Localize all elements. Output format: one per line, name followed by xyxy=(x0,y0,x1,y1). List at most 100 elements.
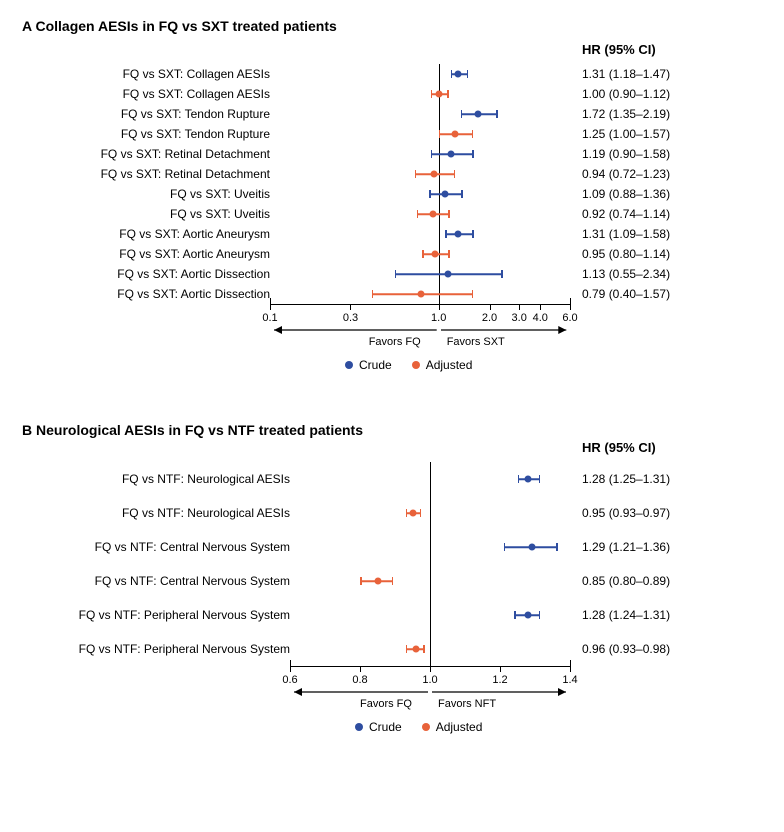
reference-line xyxy=(439,64,440,304)
ci-cap xyxy=(429,190,431,198)
point-estimate xyxy=(442,191,449,198)
adjusted-icon xyxy=(412,361,420,369)
axis-tick xyxy=(500,666,501,672)
legend-item-adjusted: Adjusted xyxy=(412,358,473,372)
ci-cap xyxy=(439,130,441,138)
forest-row-value: 0.85 (0.80–0.89) xyxy=(574,564,670,598)
ci-cap xyxy=(472,130,474,138)
forest-row-label: FQ vs SXT: Aortic Dissection xyxy=(10,264,278,284)
legend-text: Adjusted xyxy=(436,720,483,734)
axis-tick xyxy=(360,666,361,672)
forest-row-value: 0.79 (0.40–1.57) xyxy=(574,284,670,304)
ci-cap xyxy=(423,645,425,653)
ci-cap xyxy=(461,110,463,118)
forest-row-value: 1.19 (0.90–1.58) xyxy=(574,144,670,164)
legend-text: Adjusted xyxy=(426,358,473,372)
forest-row-value: 0.92 (0.74–1.14) xyxy=(574,204,670,224)
panel-a: A Collagen AESIs in FQ vs SXT treated pa… xyxy=(0,0,784,394)
favors-right-arrow xyxy=(435,323,572,337)
forest-row-label: FQ vs SXT: Retinal Detachment xyxy=(10,164,278,184)
forest-row-label: FQ vs SXT: Retinal Detachment xyxy=(10,144,278,164)
ci-cap xyxy=(472,230,474,238)
ci-cap xyxy=(417,210,419,218)
panel-b-title: B Neurological AESIs in FQ vs NTF treate… xyxy=(0,404,784,438)
axis-tick xyxy=(519,304,520,310)
panel-b-forest-plot: HR (95% CI)FQ vs NTF: Neurological AESIs… xyxy=(10,438,770,756)
point-estimate xyxy=(374,578,381,585)
legend-text: Crude xyxy=(369,720,402,734)
forest-row-label: FQ vs SXT: Collagen AESIs xyxy=(10,64,278,84)
ci-cap xyxy=(472,290,474,298)
legend-item-crude: Crude xyxy=(345,358,392,372)
point-estimate xyxy=(413,646,420,653)
point-estimate xyxy=(452,131,459,138)
ci-cap xyxy=(415,170,417,178)
point-estimate xyxy=(431,171,438,178)
ci-cap xyxy=(501,270,503,278)
legend: Crude Adjusted xyxy=(355,720,482,734)
forest-row-label: FQ vs SXT: Aortic Dissection xyxy=(10,284,278,304)
ci-cap xyxy=(472,150,474,158)
favors-left-arrow xyxy=(288,685,434,699)
forest-row-value: 1.00 (0.90–1.12) xyxy=(574,84,670,104)
legend: Crude Adjusted xyxy=(345,358,472,372)
forest-row-label: FQ vs SXT: Aortic Aneurysm xyxy=(10,224,278,244)
point-estimate xyxy=(435,91,442,98)
axis-tick xyxy=(570,304,571,310)
ci-cap xyxy=(504,543,506,551)
hr-header: HR (95% CI) xyxy=(582,42,656,57)
ci-cap xyxy=(539,475,541,483)
ci-cap xyxy=(431,90,433,98)
forest-row-value: 0.94 (0.72–1.23) xyxy=(574,164,670,184)
forest-row-value: 1.72 (1.35–2.19) xyxy=(574,104,670,124)
point-estimate xyxy=(409,510,416,517)
favors-left-label: Favors FQ xyxy=(360,698,412,710)
forest-row-label: FQ vs NTF: Neurological AESIs xyxy=(10,496,298,530)
forest-row-value: 0.95 (0.93–0.97) xyxy=(574,496,670,530)
axis-tick xyxy=(570,666,571,672)
ci-cap xyxy=(372,290,374,298)
point-estimate xyxy=(525,476,532,483)
point-estimate xyxy=(528,544,535,551)
forest-row-label: FQ vs SXT: Uveitis xyxy=(10,184,278,204)
axis-tick xyxy=(350,304,351,310)
ci-cap xyxy=(539,611,541,619)
ci-cap xyxy=(360,577,362,585)
forest-row-label: FQ vs SXT: Collagen AESIs xyxy=(10,84,278,104)
point-estimate xyxy=(475,111,482,118)
forest-row-label: FQ vs SXT: Aortic Aneurysm xyxy=(10,244,278,264)
forest-row-value: 1.25 (1.00–1.57) xyxy=(574,124,670,144)
forest-row-value: 1.31 (1.18–1.47) xyxy=(574,64,670,84)
ci-cap xyxy=(406,645,408,653)
axis-tick xyxy=(540,304,541,310)
adjusted-icon xyxy=(422,723,430,731)
axis-tick xyxy=(439,304,440,310)
ci-cap xyxy=(518,475,520,483)
panel-b: B Neurological AESIs in FQ vs NTF treate… xyxy=(0,404,784,756)
forest-row-label: FQ vs NTF: Neurological AESIs xyxy=(10,462,298,496)
favors-right-label: Favors NFT xyxy=(438,698,496,710)
forest-row-label: FQ vs SXT: Tendon Rupture xyxy=(10,104,278,124)
ci-cap xyxy=(451,70,453,78)
reference-line xyxy=(430,462,431,666)
x-axis xyxy=(270,304,570,305)
ci-cap xyxy=(431,150,433,158)
ci-cap xyxy=(514,611,516,619)
forest-row-label: FQ vs NTF: Peripheral Nervous System xyxy=(10,632,298,666)
ci-cap xyxy=(422,250,424,258)
forest-row-value: 1.13 (0.55–2.34) xyxy=(574,264,670,284)
ci-cap xyxy=(420,509,422,517)
point-estimate xyxy=(525,612,532,619)
forest-row-label: FQ vs NTF: Peripheral Nervous System xyxy=(10,598,298,632)
forest-row-value: 1.09 (0.88–1.36) xyxy=(574,184,670,204)
favors-left-label: Favors FQ xyxy=(369,336,421,348)
legend-text: Crude xyxy=(359,358,392,372)
forest-row-value: 1.28 (1.25–1.31) xyxy=(574,462,670,496)
panel-a-forest-plot: HR (95% CI) FQ vs SXT: Collagen AESIs 1.31… xyxy=(10,34,770,394)
point-estimate xyxy=(455,231,462,238)
ci-cap xyxy=(448,210,450,218)
ci-cap xyxy=(461,190,463,198)
panel-a-title: A Collagen AESIs in FQ vs SXT treated pa… xyxy=(0,0,784,34)
axis-tick xyxy=(290,666,291,672)
favors-left-arrow xyxy=(268,323,443,337)
